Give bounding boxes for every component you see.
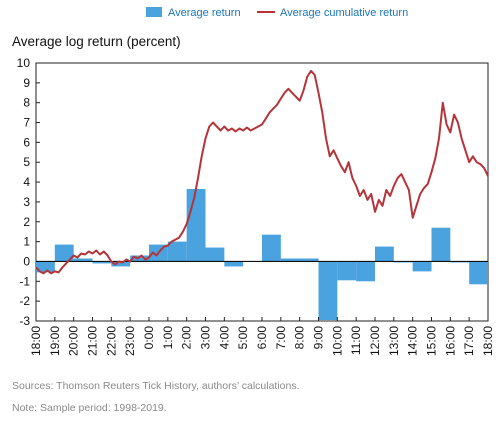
bar [375, 246, 394, 262]
y-tick-label: 0 [23, 254, 30, 268]
bar [356, 261, 375, 282]
bar [280, 258, 319, 262]
legend-line-label: Average cumulative return [280, 7, 408, 19]
bar [111, 261, 131, 267]
bar [205, 247, 225, 262]
x-tick-label: 19:00 [48, 326, 62, 356]
bar [318, 261, 338, 321]
y-tick-label: 1 [23, 235, 30, 249]
y-tick-label: 8 [23, 96, 30, 110]
sample-note: Note: Sample period: 1998-2019. [12, 402, 167, 414]
y-tick-label: 6 [23, 135, 30, 149]
y-tick-label: 3 [23, 195, 30, 209]
x-tick-label: 11:00 [349, 326, 363, 355]
bar-series [36, 189, 488, 321]
sources-note: Sources: Thomson Reuters Tick History, a… [12, 380, 300, 392]
bar [167, 241, 187, 262]
x-axis-ticks: 18:00 19:00 20:00 21:00 22:00 23:00 0:00 1:00 2:… [29, 317, 495, 356]
x-tick-label: 3:00 [199, 326, 213, 350]
x-tick-label: 15:00 [425, 326, 439, 356]
bar [36, 261, 55, 273]
y-tick-label: 10 [17, 56, 31, 70]
y-tick-label: -3 [19, 314, 30, 328]
x-tick-label: 4:00 [217, 326, 231, 350]
bar [92, 261, 112, 264]
bar [412, 261, 432, 272]
y-tick-label: 2 [23, 215, 30, 229]
x-tick-label: 5:00 [236, 326, 250, 350]
x-tick-label: 23:00 [123, 326, 137, 356]
x-tick-label: 2:00 [180, 326, 194, 350]
bar [224, 261, 244, 267]
bar [337, 261, 357, 281]
x-tick-label: 14:00 [406, 326, 420, 356]
x-tick-label: 16:00 [443, 326, 457, 356]
x-tick-label: 17:00 [462, 326, 476, 356]
x-tick-label: 1:00 [161, 326, 175, 350]
cumulative-return-line [35, 69, 489, 275]
x-tick-label: 7:00 [274, 326, 288, 350]
y-tick-label: -1 [19, 274, 30, 288]
x-tick-label: 18:00 [29, 326, 43, 356]
legend-bar-label: Average return [168, 7, 241, 19]
plot-frame [35, 62, 489, 322]
bar [431, 227, 451, 262]
x-tick-label: 21:00 [86, 326, 100, 356]
y-axis-title: Average log return (percent) [12, 34, 181, 49]
bar [130, 255, 149, 262]
bar [54, 244, 74, 262]
x-tick-label: 12:00 [368, 326, 382, 356]
x-tick-label: 10:00 [330, 326, 344, 356]
y-tick-label: 9 [23, 76, 30, 90]
bar [186, 189, 206, 262]
bar [262, 234, 281, 262]
y-tick-label: -2 [19, 294, 30, 308]
x-tick-label: 6:00 [255, 326, 269, 350]
bar [469, 261, 488, 285]
bar [73, 258, 93, 262]
y-tick-label: 5 [23, 155, 30, 169]
y-tick-label: 4 [23, 175, 30, 189]
x-tick-label: 0:00 [142, 326, 156, 350]
x-tick-label: 20:00 [67, 326, 81, 356]
y-tick-label: 7 [23, 116, 30, 130]
x-tick-label: 8:00 [293, 326, 307, 350]
x-tick-label: 13:00 [387, 326, 401, 356]
x-tick-label: 18:00 [481, 326, 495, 356]
x-tick-label: 9:00 [312, 326, 326, 350]
legend-bar-swatch [146, 7, 162, 17]
x-tick-label: 22:00 [104, 326, 118, 356]
legend: Average return Average cumulative return [146, 7, 408, 19]
